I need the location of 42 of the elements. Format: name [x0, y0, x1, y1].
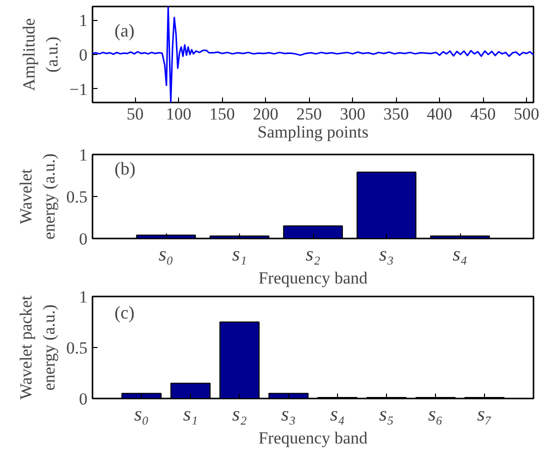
x-tick-label: 150 [209, 104, 235, 124]
x-tick-label: 400 [426, 104, 452, 124]
y-tick-label: 0 [79, 390, 88, 408]
line-series [92, 6, 534, 102]
x-tick-label: s₄ [452, 244, 468, 266]
annotation: (a) [114, 20, 134, 40]
x-tick-label: 350 [383, 104, 409, 124]
x-tick-label: s₀ [134, 404, 149, 426]
x-tick-label: s₂ [232, 404, 247, 426]
x-axis-title: Frequency band [258, 268, 368, 288]
x-tick-label: 200 [252, 104, 278, 124]
y-tick-label: 1 [79, 288, 88, 306]
x-tick-label: 100 [166, 104, 192, 124]
x-tick-label: s₆ [428, 404, 443, 426]
y-tick-label: 0.5 [66, 338, 88, 358]
x-tick-label: 500 [514, 104, 540, 124]
annotation: (b) [114, 158, 136, 178]
y-axis-title: Wavelet energy (a.u.) [16, 153, 58, 240]
x-tick-label: s₃ [379, 244, 394, 266]
x-tick-label: 250 [296, 104, 322, 124]
x-tick-label: s₁ [183, 404, 198, 426]
y-tick-label: 1 [79, 146, 88, 164]
x-tick-label: s₃ [281, 404, 296, 426]
y-axis-title: Wavelet packet energy (a.u.) [16, 295, 58, 400]
y-axis-title: Amplitude (a.u.) [20, 18, 62, 91]
x-tick-label: s₀ [158, 244, 174, 266]
y-tick-label: −1 [69, 80, 88, 99]
x-tick-label: s₁ [232, 244, 247, 266]
x-tick-label: s₇ [477, 404, 492, 426]
y-tick-label: 0 [79, 46, 88, 64]
y-tick-label: 1 [79, 11, 88, 30]
x-axis-title: Sampling points [258, 122, 368, 142]
y-tick-label: 0.5 [66, 188, 88, 206]
y-tick-label: 0 [79, 230, 88, 248]
x-tick-label: 50 [126, 104, 144, 124]
x-tick-label: 450 [470, 104, 496, 124]
x-tick-label: 300 [340, 104, 366, 124]
x-tick-label: s₄ [330, 404, 345, 426]
annotation: (c) [114, 302, 134, 322]
x-tick-label: s₅ [379, 404, 394, 426]
x-axis-title: Frequency band [258, 428, 368, 448]
x-tick-label: s₂ [306, 244, 320, 266]
